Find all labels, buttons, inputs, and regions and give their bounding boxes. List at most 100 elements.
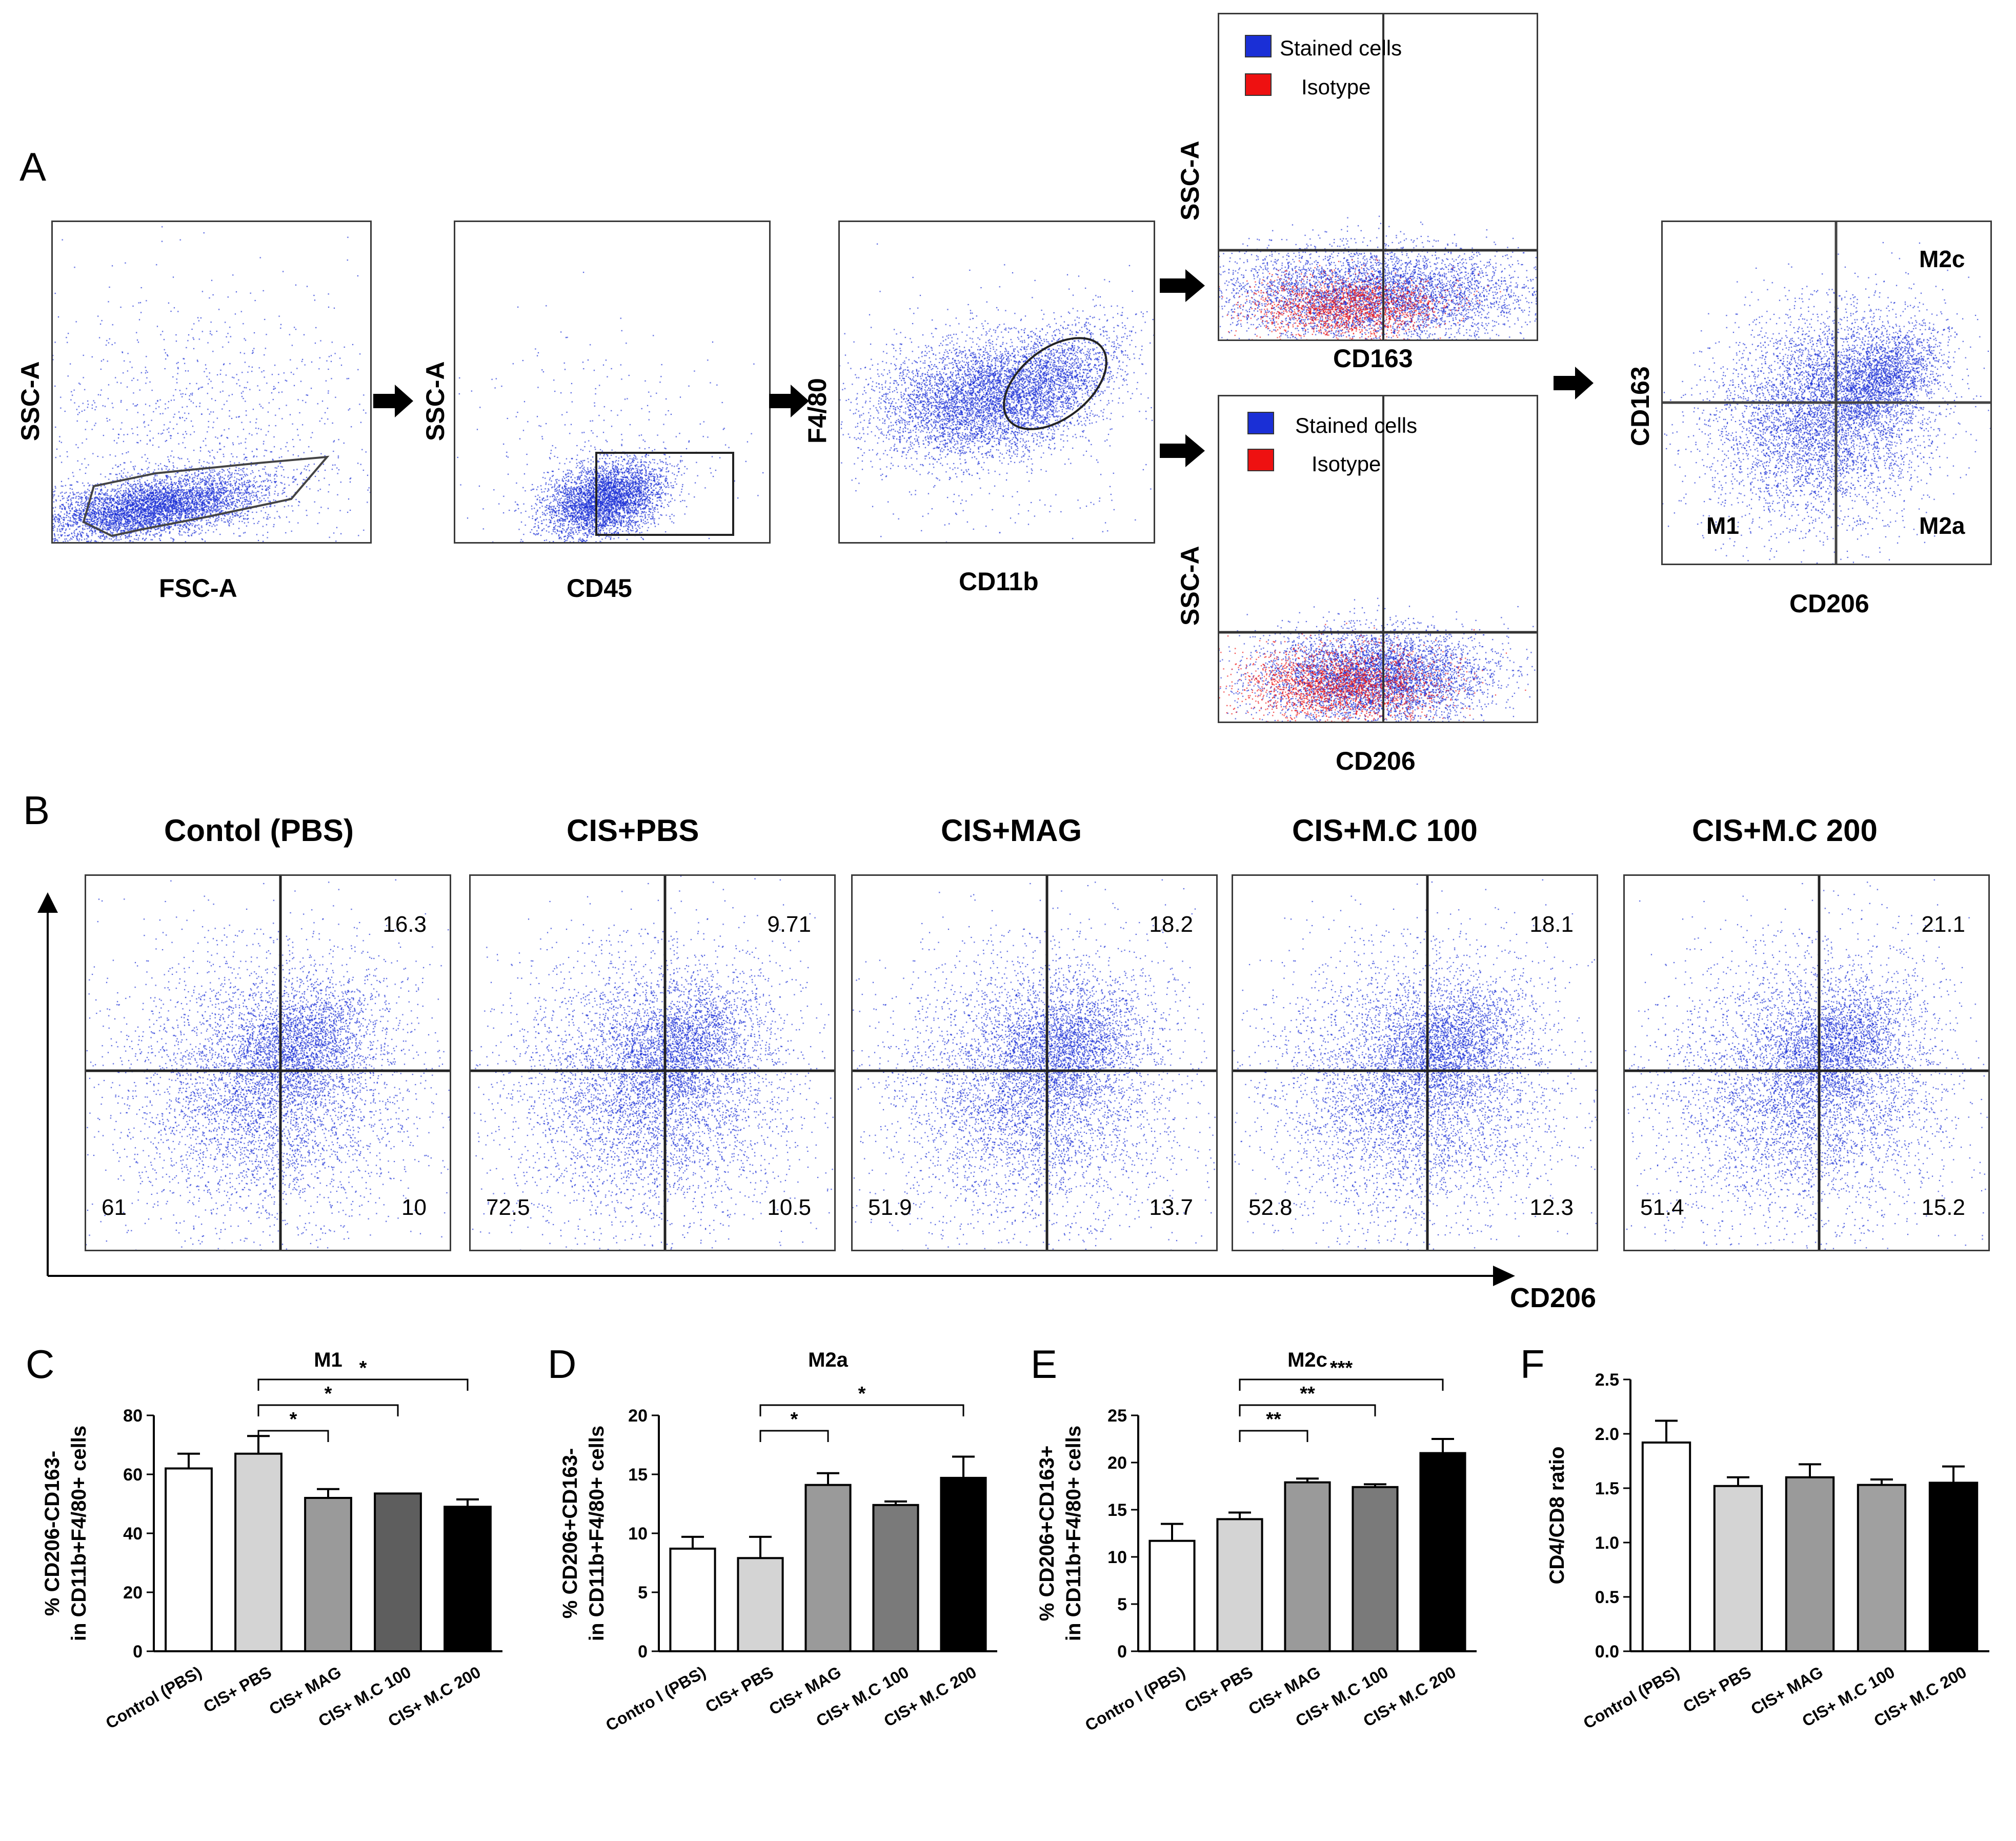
significance-label: * [290, 1409, 297, 1430]
group-plot-cis-m-c-100: 18.1 52.8 12.3 [1232, 874, 1598, 1251]
significance-bracket [1239, 1404, 1376, 1416]
legend-label-stained: Stained cells [1295, 413, 1418, 437]
quadrant-value-lower-left: 51.4 [1640, 1195, 1684, 1220]
y-tick-label: 10 [1107, 1548, 1127, 1567]
bar [1857, 1484, 1907, 1652]
bar [1148, 1539, 1196, 1652]
significance-label: * [858, 1383, 866, 1405]
y-axis-label: % CD206+CD163+ [1036, 1446, 1058, 1621]
quadrant-value-upper-right: 9.71 [767, 912, 811, 937]
significance-label: * [359, 1357, 367, 1379]
cd163-overlay-dots [1219, 14, 1537, 339]
y-tick-label: 40 [123, 1524, 143, 1544]
y-axis-label: in CD11b+F4/80+ cells [68, 1426, 90, 1641]
bar [669, 1547, 716, 1652]
y-tick-label: 0 [1117, 1642, 1127, 1662]
legend-label-stained: Stained cells [1280, 36, 1402, 60]
y-tick-label: 5 [1117, 1595, 1127, 1614]
significance-label: * [325, 1383, 332, 1405]
quadrant-value-upper-right: 18.2 [1149, 912, 1193, 937]
bar [1419, 1452, 1466, 1652]
bar-chart-f: 0.0 0.5 1.0 1.5 2.0 2.5 Control (PBS)CIS+ PBS C… [1546, 1370, 1989, 1732]
y-tick-label: 2.5 [1595, 1370, 1619, 1390]
y-tick-label: 0 [638, 1642, 648, 1662]
cd206-gate-lines [1219, 396, 1537, 722]
group-plot-contol-pbs: 16.3 61 10 [85, 874, 451, 1251]
quadrant-lines [471, 876, 834, 1250]
legend-swatch-isotype [1247, 449, 1274, 471]
y-tick-label: 20 [1107, 1453, 1127, 1473]
bar [872, 1504, 919, 1652]
legend-label-isotype: Isotype [1301, 75, 1371, 99]
cd206-cd163-quadrant-plot: M2c M1 M2a [1661, 221, 1992, 565]
group-plot-cis-pbs: 9.71 72.5 10.5 [469, 874, 836, 1251]
group-title-cis-pbs: CIS+PBS [567, 813, 699, 848]
arrow-icon [1160, 269, 1205, 302]
group-plot-cis-mag: 18.2 51.9 13.7 [851, 874, 1218, 1251]
cd45-scatter-dots [455, 222, 769, 542]
quadrant-value-lower-right: 10 [401, 1195, 427, 1220]
group-title-cis-m-c-100: CIS+M.C 100 [1292, 813, 1478, 848]
quadrant-lines [1625, 876, 1988, 1250]
quadrant-value-lower-right: 10.5 [767, 1195, 811, 1220]
cd11b-gate [1003, 337, 1107, 430]
panel-b-xlabel: CD206 [1510, 1283, 1597, 1313]
bar [940, 1476, 987, 1652]
category-label: Control (PBS) [1580, 1663, 1683, 1732]
bar [443, 1506, 492, 1652]
category-label: CIS+ PBS [200, 1663, 274, 1716]
y-tick-label: 25 [1107, 1406, 1127, 1426]
quadrant-value-upper-right: 21.1 [1921, 912, 1965, 937]
category-label: Contro l (PBS) [602, 1663, 709, 1734]
group-plot-cis-m-c-200: 21.1 51.4 15.2 [1623, 874, 1990, 1251]
panel-letter-e: E [1031, 1342, 1058, 1387]
chart-title: M2a [808, 1349, 849, 1371]
bar [304, 1497, 352, 1652]
panel-letter-f: F [1520, 1342, 1545, 1387]
quadrant-value-lower-left: 61 [102, 1195, 127, 1220]
y-tick-label: 80 [123, 1406, 143, 1426]
significance-label: * [791, 1409, 798, 1430]
group-scatter-dots [1625, 876, 1988, 1250]
cd45-scatter-plot [454, 221, 771, 544]
panel-letter-d: D [548, 1342, 577, 1387]
arrow-icon [1160, 434, 1205, 467]
y-tick-label: 20 [628, 1406, 648, 1426]
significance-label: ** [1266, 1409, 1281, 1430]
y-axis-label: in CD11b+F4/80+ cells [586, 1426, 608, 1641]
bar [737, 1557, 784, 1652]
category-label: Control (PBS) [103, 1663, 205, 1732]
quadrant-value-lower-left: 52.8 [1248, 1195, 1293, 1220]
quadrant-value-lower-left: 72.5 [486, 1195, 530, 1220]
y-axis-label: in CD11b+F4/80+ cells [1062, 1426, 1085, 1641]
quadrant-lines [853, 876, 1216, 1250]
legend-swatch-stained [1245, 35, 1272, 57]
quad-xlabel: CD206 [1789, 589, 1869, 618]
category-label: Contro l (PBS) [1082, 1663, 1188, 1734]
y-tick-label: 60 [123, 1465, 143, 1485]
legend-swatch-isotype [1245, 73, 1272, 96]
legend-swatch-stained [1247, 412, 1274, 434]
quadrant-value-lower-right: 12.3 [1529, 1195, 1574, 1220]
group-scatter-dots [1233, 876, 1597, 1250]
panel-letter-a: A [19, 144, 47, 189]
quadrant-lines [1233, 876, 1597, 1250]
y-tick-label: 20 [123, 1583, 143, 1603]
fsc-scatter-plot [51, 221, 372, 544]
cd163-gate-lines [1219, 14, 1537, 339]
quadrant-lines [86, 876, 450, 1250]
significance-bracket [257, 1378, 469, 1391]
significance-label: ** [1300, 1383, 1315, 1405]
group-title-contol-pbs: Contol (PBS) [164, 813, 354, 848]
category-label: CIS+ PBS [1680, 1663, 1754, 1716]
y-tick-label: 15 [628, 1465, 648, 1485]
bar [1352, 1486, 1399, 1652]
group-scatter-dots [86, 876, 450, 1250]
quadrant-label-m2a: M2a [1919, 512, 1965, 539]
y-tick-label: 2.0 [1595, 1425, 1619, 1444]
fsc-xlabel: FSC-A [159, 574, 237, 603]
y-tick-label: 0.5 [1595, 1588, 1619, 1607]
bar [165, 1467, 213, 1652]
